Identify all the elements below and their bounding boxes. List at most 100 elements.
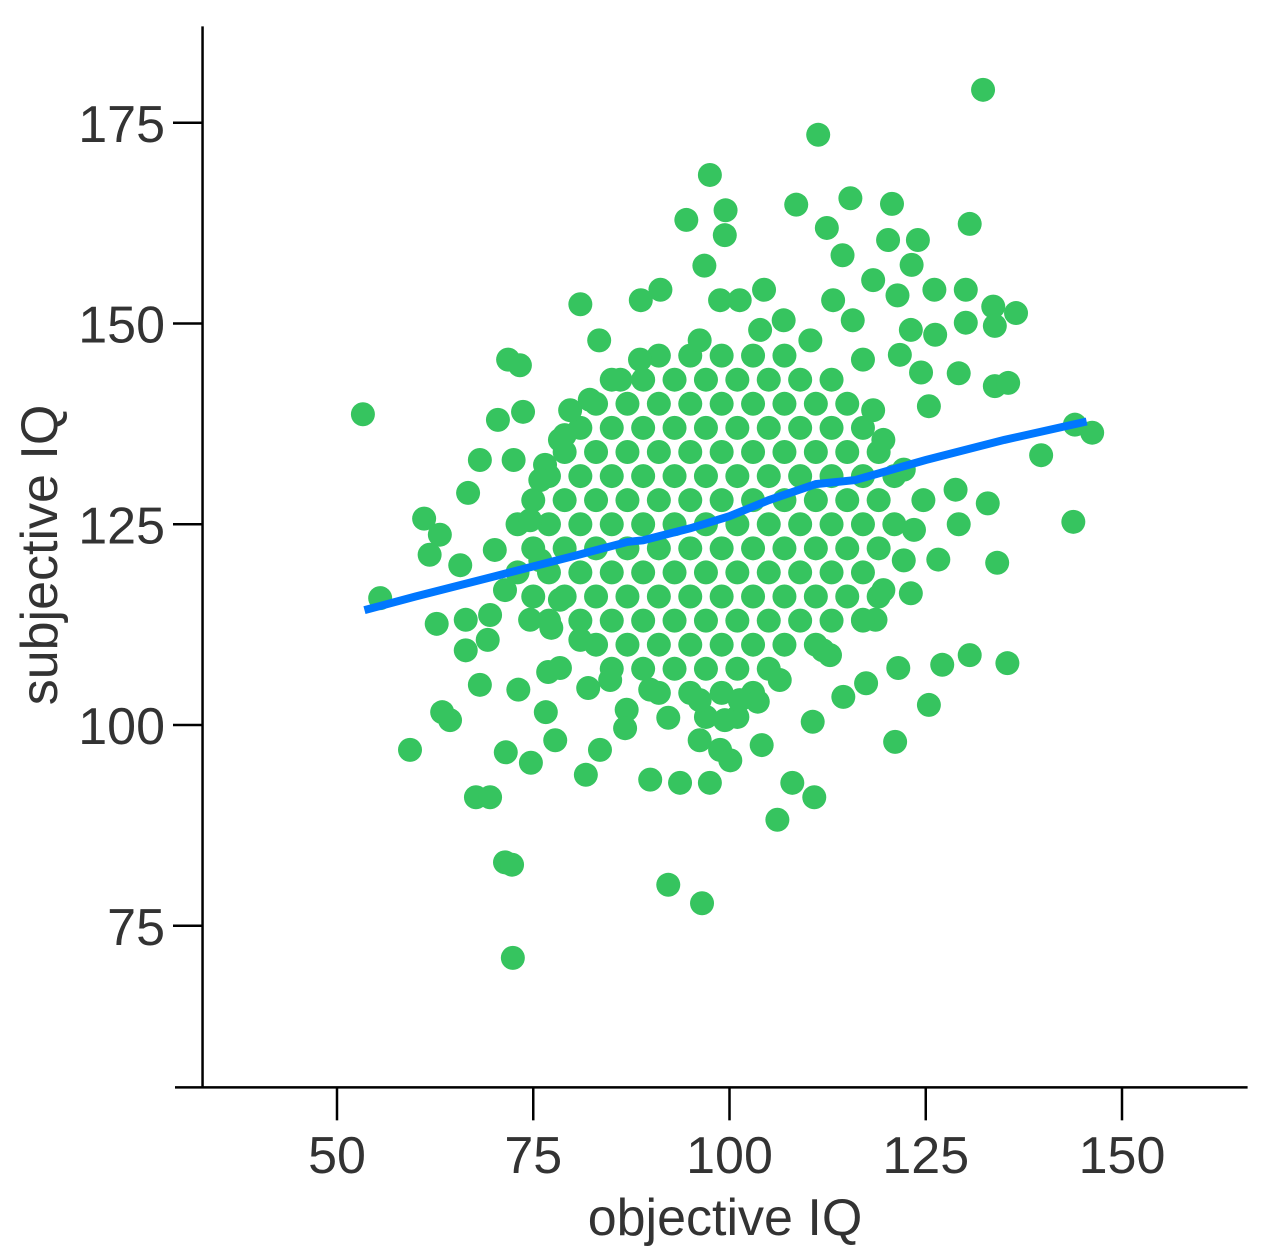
point	[558, 398, 583, 423]
point	[882, 512, 907, 537]
y-tick-label: 125	[78, 497, 165, 555]
point	[922, 277, 947, 302]
point	[608, 367, 633, 392]
point	[854, 671, 879, 696]
point	[953, 310, 978, 335]
point	[850, 607, 875, 632]
point	[453, 607, 478, 632]
point	[835, 439, 860, 464]
point	[741, 536, 766, 561]
point	[467, 448, 492, 473]
point	[996, 370, 1021, 395]
point	[866, 488, 891, 513]
point	[810, 638, 835, 663]
point	[803, 488, 828, 513]
point	[709, 439, 734, 464]
point	[772, 584, 797, 609]
point	[891, 548, 916, 573]
point	[598, 668, 623, 693]
point	[814, 215, 839, 240]
point	[725, 464, 750, 489]
point	[819, 415, 844, 440]
point	[905, 227, 930, 252]
point	[767, 668, 792, 693]
point	[631, 415, 656, 440]
point	[646, 343, 671, 368]
point	[693, 367, 718, 392]
point	[725, 656, 750, 681]
point	[806, 122, 831, 147]
point	[584, 439, 609, 464]
point	[788, 464, 813, 489]
point	[693, 415, 718, 440]
point	[866, 536, 891, 561]
point	[756, 464, 781, 489]
point	[708, 288, 733, 313]
point	[850, 560, 875, 585]
point	[539, 615, 564, 640]
point	[850, 347, 875, 372]
point	[492, 578, 517, 603]
point	[803, 391, 828, 416]
point	[599, 464, 624, 489]
point	[584, 488, 609, 513]
point	[748, 317, 773, 342]
point	[417, 542, 442, 567]
point	[802, 785, 827, 810]
point	[646, 391, 671, 416]
point	[800, 709, 825, 734]
point	[438, 708, 463, 733]
point	[482, 537, 507, 562]
point	[749, 733, 774, 758]
point	[678, 632, 703, 657]
point	[788, 415, 813, 440]
point	[646, 488, 671, 513]
point	[985, 550, 1010, 575]
point	[615, 391, 640, 416]
point	[835, 391, 860, 416]
point	[885, 283, 910, 308]
point	[573, 762, 598, 787]
point	[599, 512, 624, 537]
point	[850, 415, 875, 440]
point	[784, 192, 809, 217]
point	[646, 536, 671, 561]
point	[709, 680, 734, 705]
point	[615, 439, 640, 464]
point	[741, 632, 766, 657]
point	[678, 439, 703, 464]
point	[693, 656, 718, 681]
point	[943, 477, 968, 502]
point	[518, 607, 543, 632]
point	[850, 512, 875, 537]
point	[478, 785, 503, 810]
point	[741, 391, 766, 416]
point	[772, 536, 797, 561]
point	[678, 391, 703, 416]
point	[493, 740, 518, 765]
point	[631, 512, 656, 537]
point	[819, 608, 844, 633]
point	[830, 243, 855, 268]
point	[568, 627, 593, 652]
point	[456, 480, 481, 505]
point	[771, 308, 796, 333]
point	[946, 361, 971, 386]
point	[536, 512, 561, 537]
point	[467, 672, 492, 697]
point	[926, 547, 951, 572]
point	[981, 294, 1006, 319]
point	[709, 488, 734, 513]
point	[697, 770, 722, 795]
point	[478, 602, 503, 627]
point	[835, 536, 860, 561]
y-tick-label: 150	[78, 297, 165, 355]
point	[995, 651, 1020, 676]
point	[568, 292, 593, 317]
point	[741, 584, 766, 609]
point	[631, 367, 656, 392]
point	[453, 638, 478, 663]
point	[648, 277, 673, 302]
